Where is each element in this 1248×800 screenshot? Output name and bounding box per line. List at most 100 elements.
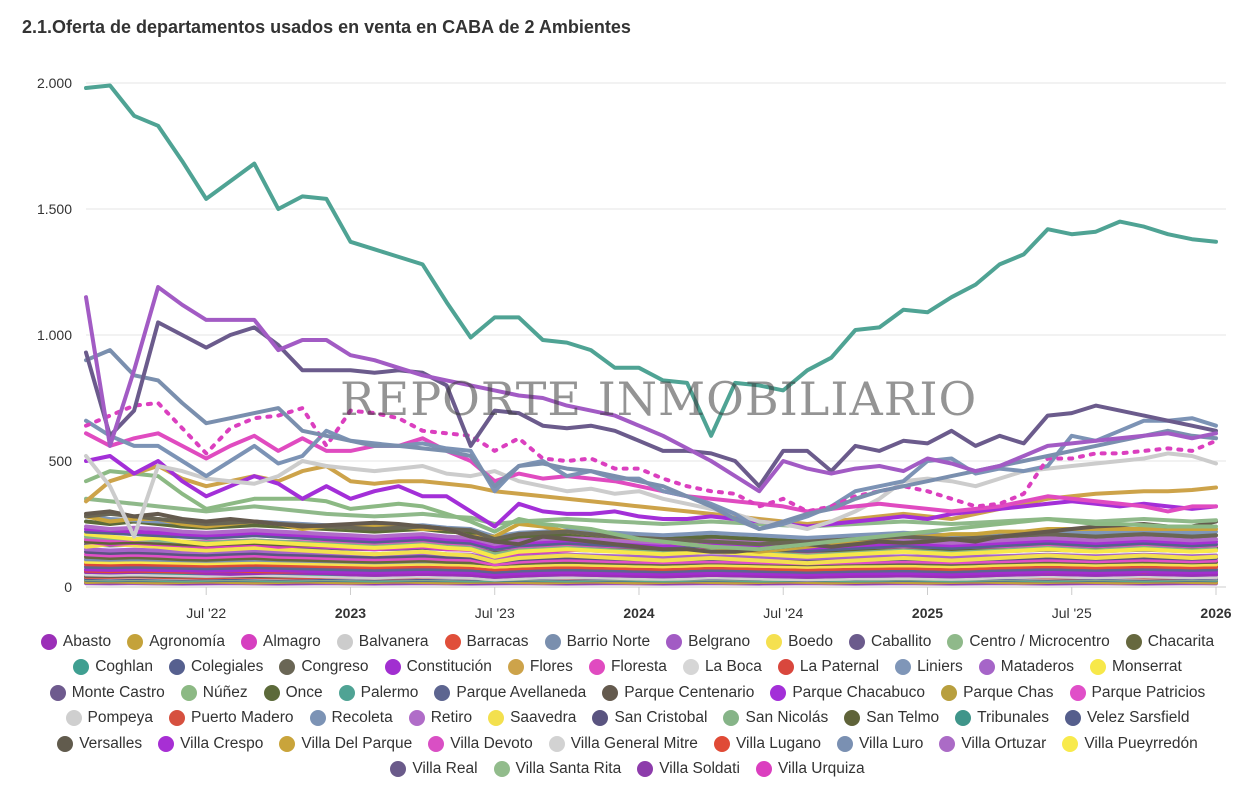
legend-swatch — [57, 735, 74, 752]
legend-item[interactable]: Villa Santa Rita — [493, 760, 621, 780]
legend-item[interactable]: Parque Chas — [941, 683, 1054, 703]
legend-item[interactable]: San Nicolás — [723, 709, 828, 729]
legend-item[interactable]: Abasto — [40, 632, 112, 652]
legend-item[interactable]: Villa Soldati — [637, 760, 740, 780]
legend-item[interactable]: Velez Sarsfield — [1064, 709, 1189, 729]
legend-item[interactable]: Caballito — [849, 632, 931, 652]
legend-item[interactable]: Villa Lugano — [713, 734, 821, 754]
legend-item[interactable]: La Paternal — [777, 658, 879, 678]
legend-swatch — [1125, 633, 1142, 650]
legend-label: Villa Real — [412, 760, 478, 778]
legend-swatch — [428, 735, 445, 752]
legend-item[interactable]: Puerto Madero — [169, 709, 294, 729]
series-line-barrio-norte[interactable] — [84, 348, 1218, 531]
legend-item[interactable]: Balvanera — [336, 632, 429, 652]
legend-item[interactable]: Parque Chacabuco — [770, 683, 925, 703]
legend-swatch — [241, 633, 258, 650]
series-line-constitución[interactable] — [84, 567, 1218, 577]
series-line-saavedra[interactable] — [84, 542, 1218, 566]
legend-swatch — [588, 659, 605, 676]
legend-swatch — [592, 710, 609, 727]
legend-item[interactable]: Tribunales — [955, 709, 1049, 729]
legend-swatch — [49, 684, 66, 701]
series-line-floresta[interactable] — [84, 431, 1218, 514]
legend-label: Villa General Mitre — [570, 734, 698, 752]
legend-item[interactable]: Villa Crespo — [158, 734, 263, 754]
series-line-parque-patricios[interactable] — [84, 552, 1218, 567]
legend-label: Abasto — [62, 632, 112, 650]
series-line-parque-centenario[interactable] — [84, 509, 1218, 554]
legend-item[interactable]: Agronomía — [127, 632, 225, 652]
legend-item[interactable]: Villa Real — [390, 760, 478, 780]
legend-label: Versalles — [79, 734, 143, 752]
legend-item[interactable]: Palermo — [338, 683, 418, 703]
series-line-parque-chacabuco[interactable] — [84, 454, 1218, 529]
legend-label: Agronomía — [149, 632, 226, 650]
legend-item[interactable]: Mataderos — [978, 658, 1074, 678]
legend-item[interactable]: Villa Devoto — [428, 734, 533, 754]
legend-swatch — [849, 633, 865, 650]
legend-item[interactable]: Liniers — [895, 658, 963, 678]
legend-label: Parque Avellaneda — [456, 683, 587, 701]
legend-item[interactable]: Versalles — [57, 734, 142, 754]
legend-item[interactable]: Barracas — [444, 632, 529, 652]
legend-swatch — [777, 659, 794, 676]
legend-item[interactable]: La Boca — [682, 658, 762, 678]
legend-item[interactable]: Chacarita — [1125, 632, 1214, 652]
legend-label: San Nicolás — [745, 709, 829, 727]
legend-item[interactable]: Núñez — [180, 683, 248, 703]
series-line-belgrano[interactable] — [84, 285, 1218, 494]
legend-swatch — [384, 659, 401, 676]
legend-item[interactable]: Retiro — [408, 709, 472, 729]
legend-item[interactable]: Villa Urquiza — [755, 760, 865, 780]
legend-swatch — [755, 761, 772, 778]
legend-item[interactable]: Villa Pueyrredón — [1062, 734, 1198, 754]
legend-item[interactable]: Villa Del Parque — [279, 734, 412, 754]
legend-label: Tribunales — [977, 709, 1049, 727]
legend-item[interactable]: Villa Ortuzar — [939, 734, 1046, 754]
legend-item[interactable]: Boedo — [766, 632, 833, 652]
legend-label: Pompeya — [87, 709, 153, 727]
legend-swatch — [939, 735, 956, 752]
series-line-núñez[interactable] — [84, 469, 1218, 552]
legend-item[interactable]: Recoleta — [309, 709, 393, 729]
legend-item[interactable]: Saavedra — [488, 709, 576, 729]
legend-item[interactable]: Belgrano — [666, 632, 750, 652]
legend-item[interactable]: Coghlan — [73, 658, 153, 678]
legend-label: Once — [285, 683, 323, 701]
legend-item[interactable]: Villa Luro — [836, 734, 924, 754]
legend-label: Parque Patricios — [1091, 683, 1206, 701]
legend-item[interactable]: Parque Centenario — [602, 683, 754, 703]
legend-item[interactable]: Almagro — [241, 632, 321, 652]
legend-item[interactable]: San Cristobal — [592, 709, 707, 729]
series-line-parque-avellaneda[interactable] — [84, 564, 1218, 574]
series-line-monserrat[interactable] — [84, 532, 1218, 559]
legend-item[interactable]: Monte Castro — [49, 683, 165, 703]
x-tick-label: Jul '24 — [763, 605, 803, 621]
legend-item[interactable]: Villa General Mitre — [548, 734, 698, 754]
legend-item[interactable]: Pompeya — [65, 709, 153, 729]
legend-swatch — [941, 684, 958, 701]
legend-item[interactable]: Floresta — [588, 658, 667, 678]
legend-item[interactable]: San Telmo — [844, 709, 939, 729]
legend-item[interactable]: Colegiales — [168, 658, 263, 678]
series-line-caballito[interactable] — [84, 320, 1218, 489]
legend-item[interactable]: Barrio Norte — [544, 632, 650, 652]
legend-item[interactable]: Constitución — [384, 658, 492, 678]
y-tick-label: 2.000 — [37, 75, 72, 91]
legend-swatch — [602, 684, 619, 701]
series-line-villa-crespo[interactable] — [84, 527, 1218, 550]
legend-label: Villa Soldati — [659, 760, 740, 778]
legend-swatch — [682, 659, 699, 676]
legend-item[interactable]: Centro / Microcentro — [947, 632, 1110, 652]
legend-swatch — [548, 735, 565, 752]
legend-item[interactable]: Flores — [507, 658, 573, 678]
series-line-palermo[interactable] — [84, 83, 1218, 438]
x-tick-label: Jul '25 — [1052, 605, 1092, 621]
legend-label: Villa Luro — [858, 734, 924, 752]
legend-item[interactable]: Parque Avellaneda — [434, 683, 586, 703]
legend-item[interactable]: Once — [263, 683, 323, 703]
legend-item[interactable]: Monserrat — [1090, 658, 1182, 678]
legend-item[interactable]: Congreso — [279, 658, 369, 678]
legend-item[interactable]: Parque Patricios — [1069, 683, 1206, 703]
